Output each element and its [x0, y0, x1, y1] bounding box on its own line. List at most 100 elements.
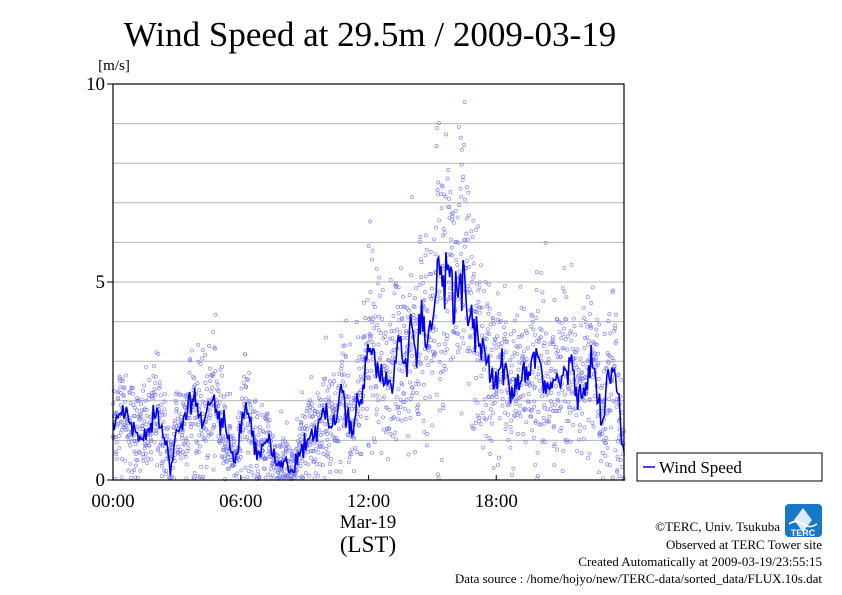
scatter-point: [506, 438, 511, 443]
scatter-point: [142, 446, 147, 451]
scatter-point: [374, 266, 379, 271]
scatter-point: [538, 388, 543, 393]
scatter-point: [249, 470, 254, 475]
scatter-point: [253, 425, 258, 430]
scatter-point: [607, 396, 612, 401]
legend: Wind Speed: [636, 452, 823, 482]
scatter-point: [266, 451, 271, 456]
scatter-point: [467, 287, 472, 292]
scatter-point: [151, 396, 156, 401]
scatter-point: [550, 335, 555, 340]
scatter-point: [532, 386, 537, 391]
scatter-point: [398, 397, 403, 402]
scatter-point: [443, 367, 448, 372]
scatter-point: [139, 397, 144, 402]
wave-shape: [788, 520, 818, 528]
scatter-point: [165, 425, 170, 430]
scatter-point: [320, 463, 325, 468]
scatter-point: [421, 382, 426, 387]
legend-label-wind-speed: Wind Speed: [659, 458, 742, 477]
scatter-point: [482, 397, 487, 402]
scatter-point: [270, 473, 275, 478]
scatter-point: [309, 375, 314, 380]
scatter-point: [372, 305, 377, 310]
scatter-point: [327, 384, 332, 389]
scatter-point: [611, 358, 616, 363]
scatter-point: [121, 385, 126, 390]
scatter-point: [547, 414, 552, 419]
scatter-point: [551, 342, 556, 347]
scatter-point: [231, 443, 236, 448]
scatter-point: [594, 327, 599, 332]
scatter-point: [554, 409, 559, 414]
scatter-point: [441, 331, 446, 336]
scatter-point: [308, 397, 313, 402]
scatter-point: [208, 432, 213, 437]
scatter-point: [141, 388, 145, 393]
scatter-point: [477, 310, 482, 315]
scatter-point: [513, 409, 518, 414]
scatter-point: [335, 439, 340, 444]
scatter-point: [561, 346, 566, 351]
scatter-point: [127, 433, 131, 438]
scatter-point: [599, 386, 604, 391]
scatter-point: [325, 388, 330, 393]
scatter-point: [328, 470, 333, 475]
scatter-point: [209, 403, 214, 408]
scatter-point: [513, 318, 517, 323]
scatter-point: [534, 270, 539, 275]
scatter-point: [195, 381, 200, 386]
scatter-point: [114, 440, 119, 445]
scatter-point: [534, 375, 539, 380]
scatter-point: [243, 396, 248, 401]
scatter-point: [135, 475, 140, 480]
scatter-point: [336, 426, 341, 431]
scatter-point: [500, 340, 505, 345]
scatter-point: [386, 426, 391, 431]
scatter-point: [127, 390, 132, 395]
scatter-point: [542, 402, 547, 407]
scatter-point: [421, 281, 425, 286]
scatter-point: [138, 468, 143, 473]
scatter-point: [480, 324, 484, 328]
scatter-point: [474, 303, 479, 308]
scatter-point: [214, 379, 219, 384]
scatter-point: [620, 465, 625, 469]
scatter-point: [438, 376, 443, 381]
scatter-point: [338, 415, 342, 420]
scatter-point: [264, 456, 269, 461]
scatter-point: [583, 320, 588, 324]
scatter-point: [536, 474, 540, 478]
scatter-point: [439, 191, 444, 196]
scatter-point: [207, 366, 212, 371]
scatter-point: [565, 438, 570, 443]
y-axis-ticks: 0 5 10: [86, 74, 113, 491]
scatter-point: [496, 463, 501, 468]
scatter-point: [529, 414, 533, 419]
scatter-point: [564, 419, 569, 424]
scatter-point: [529, 407, 534, 412]
scatter-point: [420, 370, 425, 375]
scatter-point: [217, 438, 222, 443]
scatter-point: [484, 336, 489, 341]
scatter-point: [541, 416, 546, 420]
scatter-point: [404, 397, 409, 402]
scatter-point: [614, 339, 619, 344]
scatter-point: [513, 401, 518, 406]
scatter-point: [388, 336, 392, 341]
scatter-point: [546, 419, 551, 424]
scatter-point: [417, 283, 422, 288]
scatter-point: [346, 433, 351, 438]
scatter-point: [607, 312, 612, 317]
scatter-point: [586, 418, 591, 422]
scatter-point: [475, 400, 480, 405]
scatter-point: [564, 295, 569, 300]
scatter-point: [541, 438, 546, 443]
scatter-point: [232, 473, 237, 478]
scatter-point: [346, 373, 351, 378]
grid-lines: [113, 123, 624, 441]
scatter-point: [254, 463, 259, 468]
scatter-point: [370, 356, 375, 361]
scatter-point: [558, 429, 563, 434]
scatter-point: [182, 452, 187, 457]
